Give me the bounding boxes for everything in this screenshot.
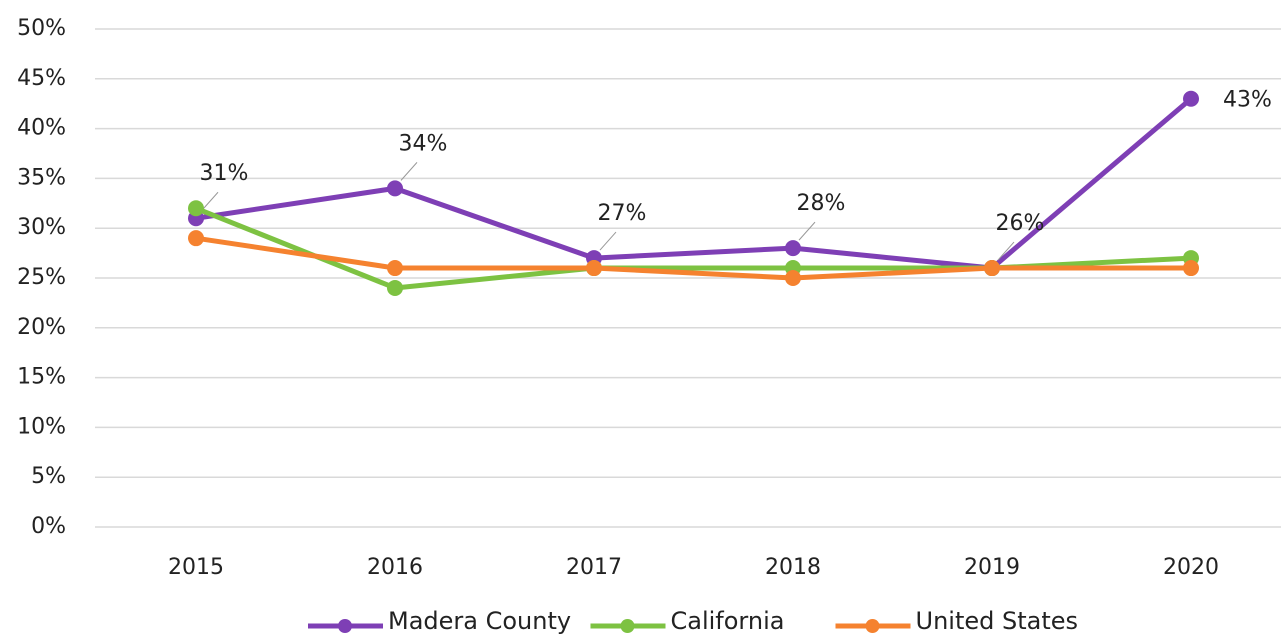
point (387, 180, 403, 197)
legend-marker (865, 619, 880, 633)
leader-line (599, 231, 617, 251)
point (785, 270, 801, 286)
legend-label: Madera County (388, 607, 571, 635)
y-tick-label: 10% (17, 414, 66, 439)
x-tick-label: 2020 (1163, 555, 1219, 580)
point (188, 200, 204, 217)
point (387, 260, 403, 277)
legend-label: California (671, 607, 785, 635)
x-tick-label: 2017 (566, 555, 622, 580)
legend-marker (338, 619, 352, 633)
x-tick-label: 2018 (765, 555, 821, 580)
leader-line (798, 221, 816, 241)
leader-line (997, 241, 1015, 261)
point (785, 240, 801, 257)
leader-line (400, 162, 418, 181)
data-label: 31% (200, 161, 249, 186)
y-tick-label: 35% (17, 165, 66, 190)
point (1183, 90, 1199, 107)
data-label: 34% (399, 131, 448, 156)
x-tick-label: 2019 (964, 555, 1020, 580)
y-tick-label: 50% (17, 16, 66, 41)
point (984, 260, 1000, 277)
y-tick-label: 30% (17, 215, 66, 240)
point (188, 230, 204, 247)
point (387, 279, 403, 296)
point (586, 260, 602, 277)
y-tick-label: 0% (31, 514, 66, 539)
point (1183, 260, 1199, 277)
legend-marker (620, 619, 635, 633)
y-tick-label: 25% (17, 265, 66, 290)
y-tick-label: 15% (17, 365, 66, 390)
y-tick-label: 20% (17, 315, 66, 340)
x-tick-label: 2015 (168, 555, 224, 580)
y-tick-label: 45% (17, 66, 66, 91)
y-tick-label: 5% (31, 464, 66, 489)
legend-label: United States (916, 607, 1079, 635)
data-label: 27% (598, 201, 647, 226)
y-tick-label: 40% (17, 116, 66, 141)
series-line (195, 96, 1193, 271)
data-label: 26% (996, 211, 1045, 236)
series-line (195, 235, 1191, 281)
x-tick-label: 2016 (367, 555, 423, 580)
data-label: 28% (797, 191, 846, 216)
leader-line (201, 191, 219, 211)
data-label: 43% (1223, 88, 1272, 113)
